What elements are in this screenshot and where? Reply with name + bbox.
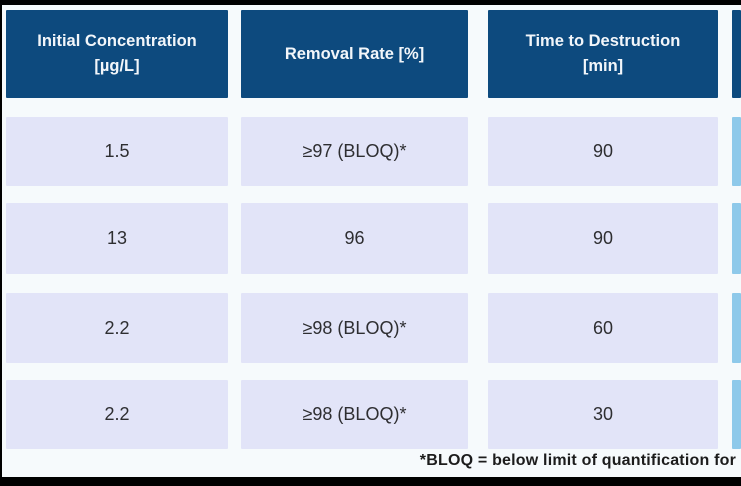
header-cell-time-to-destruction: Time to Destruction [min] <box>488 10 718 98</box>
header-cell-cropped-column <box>732 10 741 98</box>
bloq-footnote: *BLOQ = below limit of quantification fo… <box>419 452 736 469</box>
table-cell: 30 <box>488 380 718 449</box>
top-frame-bar <box>0 0 741 5</box>
table-cell: 90 <box>488 203 718 274</box>
header-label: Time to Destruction [min] <box>525 32 681 75</box>
table-cell: 60 <box>488 293 718 363</box>
table-cell-cropped <box>732 117 741 186</box>
table-cell: 2.2 <box>6 293 228 363</box>
header-label: Removal Rate [%] <box>284 44 425 63</box>
table-cell: ≥97 (BLOQ)* <box>241 117 468 186</box>
table-cell: 2.2 <box>6 380 228 449</box>
table-cell: 90 <box>488 117 718 186</box>
table-cell: ≥98 (BLOQ)* <box>241 293 468 363</box>
header-label: Initial Concentration [µg/L] <box>37 32 197 75</box>
table-cell: 1.5 <box>6 117 228 186</box>
left-frame-bar <box>0 0 2 486</box>
table-cell-cropped <box>732 380 741 449</box>
table-cell: 96 <box>241 203 468 274</box>
bottom-frame-bar <box>0 477 741 486</box>
table-cell: ≥98 (BLOQ)* <box>241 380 468 449</box>
table-cell-cropped <box>732 293 741 363</box>
header-cell-initial-concentration: Initial Concentration [µg/L] <box>6 10 228 98</box>
header-cell-removal-rate: Removal Rate [%] <box>241 10 468 98</box>
results-table: Initial Concentration [µg/L] Removal Rat… <box>6 10 741 449</box>
table-cell: 13 <box>6 203 228 274</box>
table-cell-cropped <box>732 203 741 274</box>
